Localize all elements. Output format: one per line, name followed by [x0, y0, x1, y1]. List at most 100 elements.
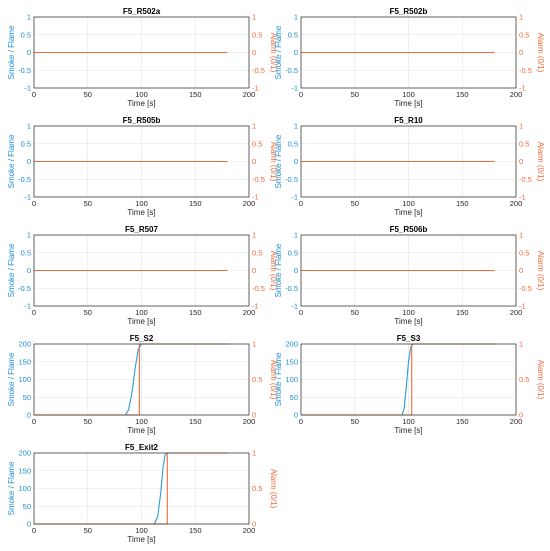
y-tick-label-right: -1: [252, 302, 259, 311]
y-tick-label-right: -1: [519, 193, 526, 202]
subplot-title: F5_S3: [397, 334, 421, 343]
y-tick-label-right: 0.5: [252, 248, 262, 257]
y-tick-label-left: -1: [291, 193, 298, 202]
x-tick-label: 150: [189, 199, 202, 208]
y-axis-label-left: Smoke / Flame: [7, 461, 16, 515]
x-tick-label: 150: [189, 417, 202, 426]
subplot-title: F5_S2: [130, 334, 154, 343]
x-tick-label: 200: [243, 90, 256, 99]
y-axis-label-right: Alarm (0/1): [269, 469, 278, 509]
y-axis-label-right: Alarm (0/1): [536, 142, 545, 182]
x-tick-label: 200: [243, 199, 256, 208]
y-tick-label-right: 0: [519, 48, 523, 57]
subplot-title: F5_R506b: [390, 225, 428, 234]
y-tick-label-left: 0: [27, 48, 31, 57]
x-tick-label: 200: [243, 417, 256, 426]
y-axis-label-left: Smoke / Flame: [7, 25, 16, 79]
y-axis-label-left: Smoke / Flame: [274, 25, 283, 79]
y-tick-label-right: -0.5: [519, 66, 532, 75]
y-tick-label-right: 0: [519, 411, 523, 420]
x-tick-label: 150: [456, 417, 469, 426]
y-tick-label-right: 1: [252, 13, 256, 22]
y-tick-label-left: 50: [23, 393, 31, 402]
plot-frame: [33, 16, 250, 89]
x-tick-label: 150: [189, 526, 202, 535]
x-axis-label: Time [s]: [127, 99, 155, 108]
subplot-title: F5_R502b: [390, 7, 428, 16]
x-tick-label: 100: [402, 90, 415, 99]
x-tick-label: 100: [402, 199, 415, 208]
x-axis-label: Time [s]: [394, 426, 422, 435]
y-tick-label-right: -0.5: [252, 284, 265, 293]
y-tick-label-right: 1: [252, 340, 256, 349]
x-tick-label: 200: [510, 308, 523, 317]
x-tick-label: 100: [402, 417, 415, 426]
y-tick-label-left: 0: [27, 266, 31, 275]
x-tick-label: 0: [299, 417, 303, 426]
plot-frame: [300, 16, 517, 89]
x-tick-label: 50: [351, 308, 359, 317]
y-tick-label-right: -0.5: [252, 175, 265, 184]
y-tick-label-right: -0.5: [519, 284, 532, 293]
y-tick-label-left: 150: [18, 466, 31, 475]
x-tick-label: 150: [189, 90, 202, 99]
y-tick-label-right: -1: [252, 84, 259, 93]
subplot-2: 0 50 100 150 200-1-0.500.51-1-0.500.51F5_R50…: [7, 116, 278, 217]
y-tick-label-left: 150: [285, 357, 298, 366]
x-tick-label: 100: [135, 417, 148, 426]
y-tick-label-left: 0.5: [21, 248, 31, 257]
x-tick-label: 100: [135, 90, 148, 99]
x-axis-label: Time [s]: [394, 99, 422, 108]
subplot-title: F5_R502a: [123, 7, 161, 16]
plot-frame: [33, 125, 250, 198]
subplot-1: 0 50 100 150 200-1-0.500.51-1-0.500.51F5_R50…: [274, 7, 545, 108]
y-tick-label-left: 0: [294, 48, 298, 57]
y-axis-label-left: Smoke / Flame: [274, 134, 283, 188]
y-tick-label-right: 0: [252, 157, 256, 166]
plot-frame: [33, 234, 250, 307]
x-tick-label: 0: [299, 90, 303, 99]
y-tick-label-right: 1: [252, 449, 256, 458]
y-axis-label-right: Alarm (0/1): [536, 360, 545, 400]
y-tick-label-left: 150: [18, 357, 31, 366]
x-tick-label: 100: [135, 526, 148, 535]
y-tick-label-left: -0.5: [18, 284, 31, 293]
y-axis-label-right: Alarm (0/1): [536, 33, 545, 73]
y-axis-label-right: Alarm (0/1): [269, 251, 278, 291]
y-tick-label-right: 0: [252, 48, 256, 57]
y-tick-label-left: -0.5: [18, 175, 31, 184]
y-tick-label-right: 0.5: [519, 375, 529, 384]
x-axis-label: Time [s]: [127, 426, 155, 435]
y-tick-label-left: 0: [294, 157, 298, 166]
x-tick-label: 0: [32, 417, 36, 426]
y-tick-label-right: 0: [252, 266, 256, 275]
x-tick-label: 0: [32, 90, 36, 99]
y-tick-label-left: 1: [294, 13, 298, 22]
y-axis-label-right: Alarm (0/1): [269, 360, 278, 400]
x-axis-label: Time [s]: [127, 208, 155, 217]
x-tick-label: 0: [299, 199, 303, 208]
x-tick-label: 200: [243, 526, 256, 535]
x-tick-label: 200: [510, 199, 523, 208]
x-tick-label: 200: [510, 90, 523, 99]
y-tick-label-left: 0: [27, 411, 31, 420]
y-axis-label-left: Smoke / Flame: [274, 243, 283, 297]
y-tick-label-left: -0.5: [285, 66, 298, 75]
y-tick-label-right: 0.5: [252, 484, 262, 493]
y-axis-label-left: Smoke / Flame: [274, 352, 283, 406]
y-tick-label-right: 0: [519, 157, 523, 166]
y-tick-label-left: 100: [18, 375, 31, 384]
y-tick-label-right: 1: [519, 231, 523, 240]
y-tick-label-left: 0.5: [21, 139, 31, 148]
x-tick-label: 150: [456, 90, 469, 99]
y-tick-label-left: 200: [285, 340, 298, 349]
x-tick-label: 50: [351, 90, 359, 99]
x-tick-label: 100: [135, 199, 148, 208]
x-tick-label: 50: [84, 526, 92, 535]
y-tick-label-left: -0.5: [18, 66, 31, 75]
y-tick-label-left: 100: [18, 484, 31, 493]
subplot-3: 0 50 100 150 200-1-0.500.51-1-0.500.51F5_R10…: [274, 116, 545, 217]
x-tick-label: 50: [84, 308, 92, 317]
y-tick-label-left: 0.5: [21, 30, 31, 39]
y-tick-label-left: 50: [290, 393, 298, 402]
